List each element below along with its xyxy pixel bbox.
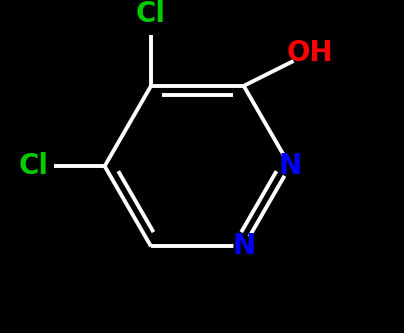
Text: N: N [232, 232, 255, 260]
Text: Cl: Cl [136, 0, 166, 29]
Text: N: N [278, 152, 302, 180]
Text: OH: OH [287, 39, 333, 67]
Text: Cl: Cl [18, 152, 48, 180]
